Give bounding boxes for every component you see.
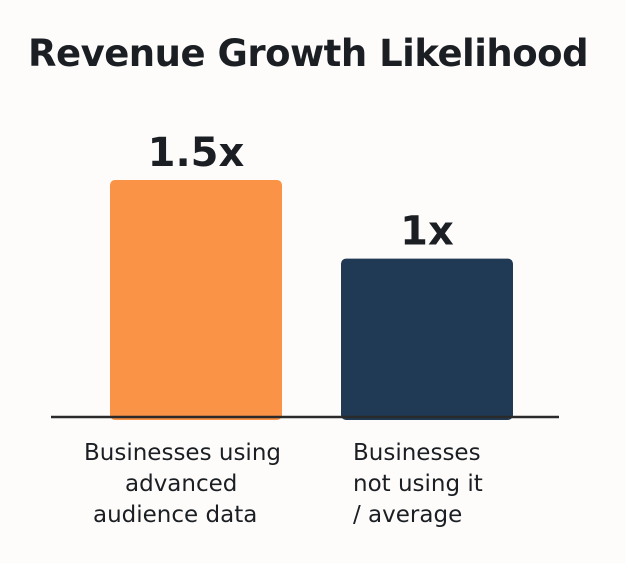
value-label-0: 1.5x [148, 130, 245, 176]
chart-title: Revenue Growth Likelihood [28, 32, 589, 75]
category-label-0-line-1: advanced [125, 471, 238, 497]
category-label-0-line-2: audience data [93, 502, 258, 528]
category-label-1-line-1: not using it [353, 471, 483, 497]
category-label-1: Businesses not using it / average [353, 438, 483, 531]
category-label-0-line-0: Businesses using [84, 440, 281, 466]
category-label-1-line-2: / average [353, 502, 463, 528]
bar-0 [110, 180, 282, 420]
bar-1 [341, 258, 513, 420]
category-label-0: Businesses using advanced audience data [84, 438, 281, 531]
value-label-1: 1x [400, 209, 454, 255]
category-label-1-line-0: Businesses [353, 440, 481, 466]
